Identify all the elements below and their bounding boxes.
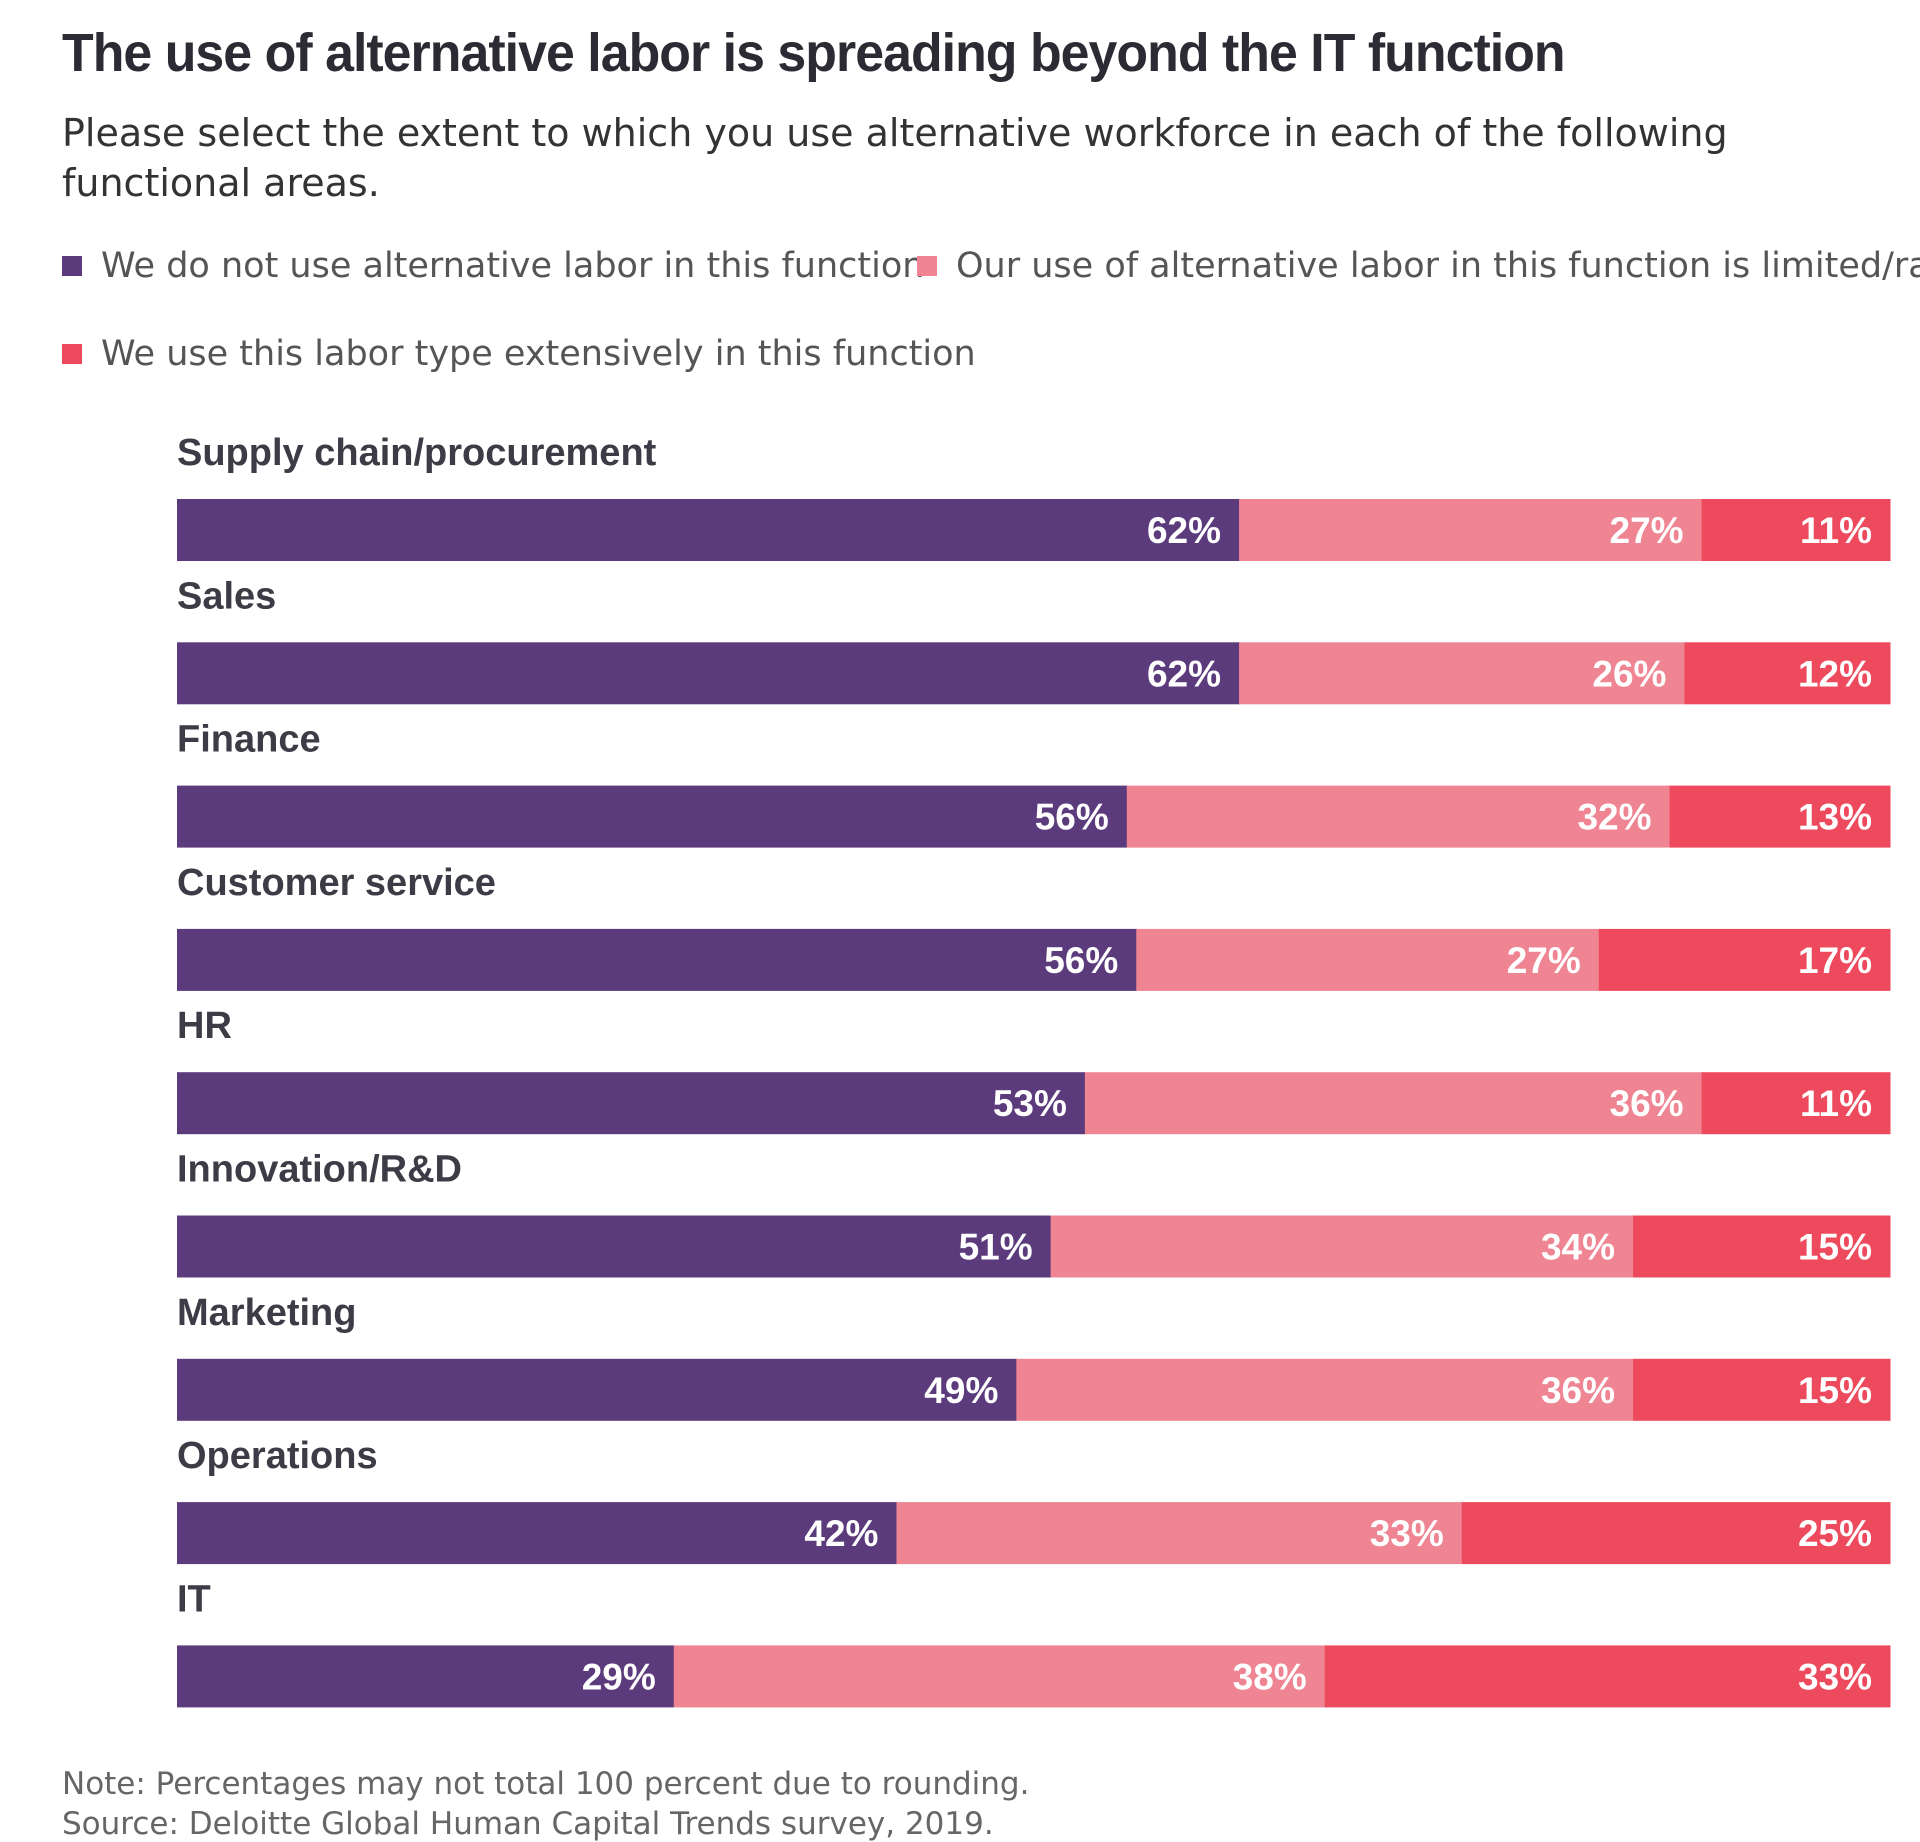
bar-segment [177,1072,1086,1135]
category-label: Sales [177,575,276,617]
bar-row-hr: HR 53% 36% 11% [177,1005,1891,1135]
data-label: 56% [1035,797,1109,838]
bar-segment [1136,928,1600,991]
bar-segment [1016,1358,1634,1421]
data-label: 62% [1147,510,1221,551]
bar-segment [1239,499,1703,561]
bar-segment [1633,1358,1891,1421]
legend-item-limited: Our use of alternative labor in this fun… [917,246,1920,286]
bar-segment [1084,1072,1703,1135]
category-label: Operations [177,1435,378,1477]
data-label: 42% [804,1513,878,1554]
data-label: 17% [1798,940,1872,981]
data-label: 27% [1507,940,1581,981]
bar-segment [1633,1215,1891,1278]
bar-row-sales: Sales 62% 26% 12% [177,575,1891,705]
legend-swatch-extensive [62,344,82,364]
data-label: 11% [1800,1083,1872,1124]
bar-segment [1126,785,1671,848]
data-label: 32% [1577,797,1651,838]
bar-segment [1669,785,1891,848]
legend-item-extensive: We use this labor type extensively in th… [62,334,976,374]
bar-segment [177,499,1240,561]
data-label: 36% [1610,1083,1684,1124]
legend-label-limited: Our use of alternative labor in this fun… [956,246,1920,286]
chart-subtitle: Please select the extent to which you us… [62,111,1728,205]
bar-segment [177,1502,897,1565]
data-label: 62% [1147,653,1221,694]
source-note: Source: Deloitte Global Human Capital Tr… [62,1806,994,1842]
data-label: 53% [993,1083,1067,1124]
bar-segment [1324,1645,1891,1708]
bar-row-marketing: Marketing 49% 36% 15% [177,1292,1891,1421]
data-label: 38% [1233,1656,1307,1697]
bar-segment [177,785,1128,848]
bar-segment [1050,1215,1634,1278]
bar-segment [177,1645,675,1708]
data-label: 51% [959,1227,1033,1268]
bar-row-it: IT 29% 38% 33% [177,1578,1891,1708]
bar-row-innovation-r-d: Innovation/R&D 51% 34% 15% [177,1149,1891,1278]
data-label: 34% [1541,1227,1615,1268]
bar-segment [177,642,1240,705]
bar-row-finance: Finance 56% 32% 13% [177,719,1891,848]
bar-segment [177,928,1137,991]
legend-swatch-limited [917,256,937,276]
bar-segment [177,1358,1017,1421]
bar-segment [673,1645,1326,1708]
legend-label-not-used: We do not use alternative labor in this … [101,246,925,286]
bar-row-operations: Operations 42% 33% 25% [177,1435,1891,1565]
bar-segment [177,1215,1052,1278]
category-label: Finance [177,719,321,761]
data-label: 25% [1798,1513,1872,1554]
legend-item-not-used: We do not use alternative labor in this … [62,246,924,286]
data-label: 33% [1370,1513,1444,1554]
bar-segment [1701,499,1891,561]
category-label: HR [177,1005,232,1047]
legend-swatch-not-used [62,256,82,276]
category-label: Marketing [177,1292,356,1334]
legend-label-extensive: We use this labor type extensively in th… [101,334,976,374]
data-label: 13% [1798,797,1872,838]
data-label: 29% [582,1656,656,1697]
data-label: 15% [1798,1370,1872,1411]
data-label: 11% [1800,510,1872,551]
chart-title: The use of alternative labor is spreadin… [62,23,1566,83]
bar-segment [1239,642,1685,705]
bar-segment [1684,642,1891,705]
data-label: 56% [1044,940,1118,981]
category-label: IT [177,1578,211,1620]
bar-segment [1598,928,1891,991]
category-label: Innovation/R&D [177,1149,462,1191]
data-label: 12% [1798,653,1872,694]
category-label: Supply chain/procurement [177,432,657,474]
bar-row-customer-service: Customer service 56% 27% 17% [177,862,1891,991]
bar-segment [896,1502,1463,1565]
data-label: 15% [1798,1227,1872,1268]
bar-segment [1461,1502,1891,1565]
data-label: 33% [1798,1656,1872,1697]
footnote: Note: Percentages may not total 100 perc… [62,1766,1030,1802]
bar-row-supply-chain-procurement: Supply chain/procurement 62% 27% 11% [177,432,1891,561]
data-label: 36% [1541,1370,1615,1411]
data-label: 27% [1610,510,1684,551]
bar-segment [1701,1072,1891,1135]
data-label: 49% [924,1370,998,1411]
data-label: 26% [1592,653,1666,694]
category-label: Customer service [177,862,496,904]
